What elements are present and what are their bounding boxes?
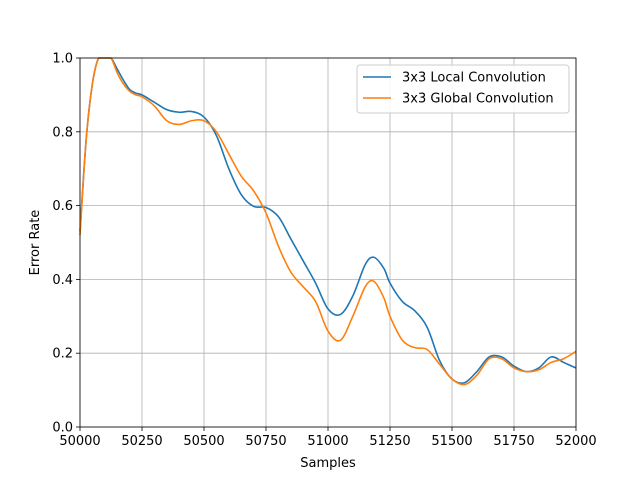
axes: 50000 50250 50500 50750 51000 51250 51500 51750…: [52, 52, 596, 450]
y-tick-label-4: 0.8: [52, 125, 73, 140]
y-tick-label-2: 0.4: [52, 273, 73, 288]
series-lines: [79, 57, 577, 386]
legend-label-0: 3x3 Local Convolution: [402, 71, 546, 86]
x-tick-label-1: 50250: [121, 434, 162, 449]
y-tick-label-3: 0.6: [52, 199, 73, 214]
series-line-0: [79, 57, 577, 384]
x-tick-label-4: 51000: [307, 434, 348, 449]
y-tick-label-5: 1.0: [52, 52, 73, 67]
x-tick-label-5: 51250: [369, 434, 410, 449]
x-tick-label-7: 51750: [493, 434, 534, 449]
x-tick-label-8: 52000: [555, 434, 596, 449]
y-tick-label-1: 0.2: [52, 347, 73, 362]
x-tick-label-2: 50500: [183, 434, 224, 449]
x-tick-label-3: 50750: [245, 434, 286, 449]
y-axis-label: Error Rate: [28, 210, 43, 276]
y-tick-label-0: 0.0: [52, 421, 73, 436]
x-tick-label-0: 50000: [59, 434, 100, 449]
x-axis-label: Samples: [300, 456, 356, 471]
series-line-1: [79, 57, 577, 386]
legend-box: [356, 64, 570, 114]
x-tick-label-6: 51500: [431, 434, 472, 449]
legend-label-1: 3x3 Global Convolution: [402, 92, 554, 107]
legend: 3x3 Local Convolution 3x3 Global Convolut…: [356, 64, 570, 114]
grid: [79, 57, 577, 428]
